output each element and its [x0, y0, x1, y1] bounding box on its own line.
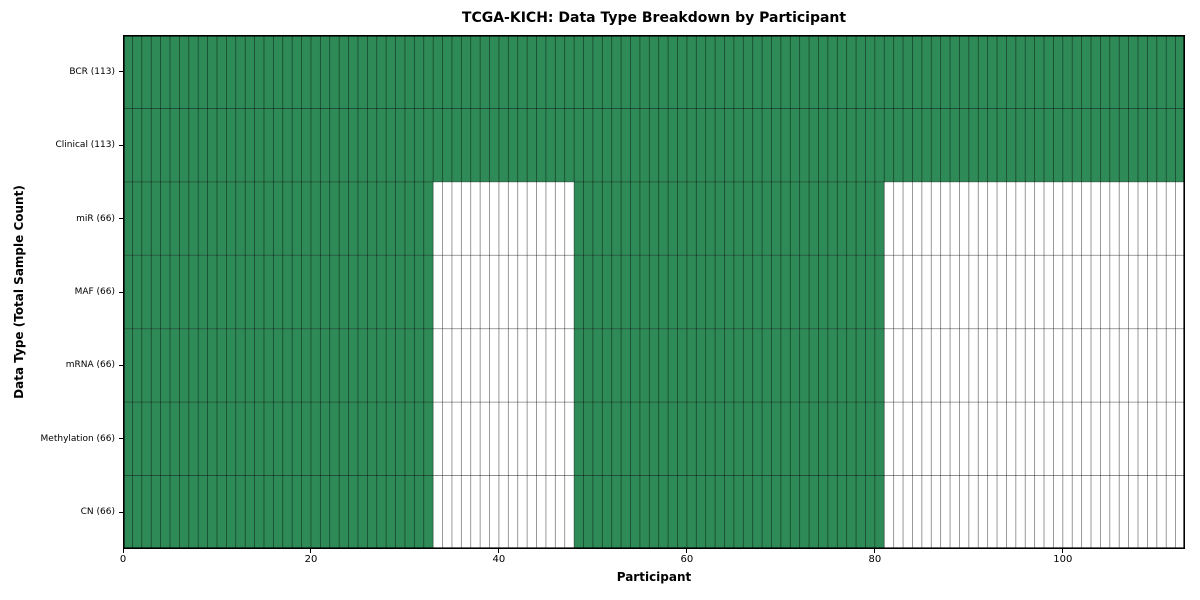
x-tick-label-40: 40	[492, 554, 506, 565]
present-segment-Clinical	[123, 108, 1185, 182]
x-tick-mark-0	[122, 549, 124, 553]
x-tick-label-20: 20	[304, 554, 318, 565]
y-tick-label-mRNA: mRNA (66)	[65, 360, 115, 371]
y-tick-mark-CN	[119, 511, 123, 513]
y-axis-label: Data Type (Total Sample Count)	[12, 185, 26, 399]
y-tick-mark-MAF	[119, 291, 123, 293]
present-segment-BCR	[123, 35, 1185, 109]
present-segment-Methylation	[574, 402, 885, 476]
x-tick-mark-100	[1062, 549, 1064, 553]
x-tick-mark-80	[874, 549, 876, 553]
chart-title: TCGA-KICH: Data Type Breakdown by Partic…	[461, 10, 847, 26]
plot-area: PresentAbsent	[123, 35, 1185, 549]
x-tick-mark-20	[310, 549, 312, 553]
x-tick-mark-40	[498, 549, 500, 553]
present-segment-mRNA	[123, 328, 434, 403]
present-segment-CN	[574, 475, 885, 549]
present-segment-miR	[574, 181, 885, 256]
y-tick-label-miR: miR (66)	[76, 213, 115, 224]
x-tick-label-80: 80	[868, 554, 882, 565]
x-tick-label-60: 60	[680, 554, 694, 565]
y-tick-mark-BCR	[119, 71, 123, 73]
y-tick-label-Clinical: Clinical (113)	[55, 140, 115, 151]
x-tick-label-0: 0	[119, 554, 127, 565]
y-tick-mark-Clinical	[119, 144, 123, 146]
y-tick-label-CN: CN (66)	[80, 507, 115, 518]
x-tick-label-100: 100	[1053, 554, 1073, 565]
present-segment-MAF	[574, 255, 885, 329]
present-segment-mRNA	[574, 328, 885, 403]
y-tick-label-BCR: BCR (113)	[69, 66, 115, 77]
x-tick-mark-60	[686, 549, 688, 553]
plot-border	[123, 35, 1185, 549]
y-tick-mark-miR	[119, 218, 123, 220]
y-tick-label-MAF: MAF (66)	[74, 287, 115, 297]
y-tick-label-Methylation: Methylation (66)	[40, 433, 115, 444]
x-axis-label: Participant	[616, 570, 692, 584]
present-segment-miR	[123, 181, 434, 256]
y-tick-mark-Methylation	[119, 438, 123, 440]
present-segment-Methylation	[123, 402, 434, 476]
present-segment-MAF	[123, 255, 434, 329]
present-segment-CN	[123, 475, 434, 549]
y-tick-mark-mRNA	[119, 364, 123, 366]
heatmap-canvas	[123, 35, 1185, 549]
